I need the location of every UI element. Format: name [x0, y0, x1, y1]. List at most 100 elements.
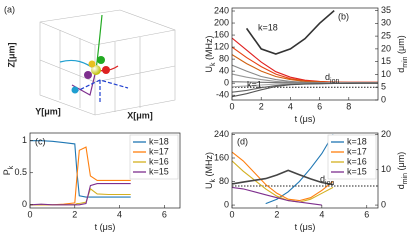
- x-tick-label: 6: [364, 209, 369, 219]
- panel-label: (b): [338, 11, 349, 21]
- y2-axis-label: dmin (μm): [396, 152, 409, 189]
- y-tick-label: 0: [224, 199, 229, 209]
- x-axis-label-part: t (μs): [295, 222, 316, 232]
- y2-tick-label: 30: [381, 18, 391, 28]
- panel-label: (a): [4, 4, 15, 14]
- reference-label: dion: [320, 174, 334, 187]
- x-axis-label-part: t (μs): [295, 114, 316, 124]
- y-axis-label-part: k: [210, 62, 217, 66]
- y-tick-label: -40: [216, 90, 229, 100]
- series-line: [232, 46, 378, 83]
- y2-axis-label-part: d: [396, 68, 406, 73]
- 3d-diagram: [39, 9, 176, 116]
- y-axis-label: Uk (MHz): [204, 36, 217, 73]
- y-axis-label-part: U: [204, 66, 214, 73]
- series-line: [30, 183, 131, 206]
- box-edge: [39, 21, 96, 46]
- series-line: [245, 9, 335, 55]
- ion: [88, 60, 96, 68]
- y2-tick-label: 5: [381, 82, 386, 92]
- plot-area: [232, 9, 378, 98]
- y-tick-label: 0: [22, 199, 27, 209]
- y-tick-label: 240: [214, 129, 229, 139]
- ion: [102, 66, 110, 74]
- series-line: [232, 169, 334, 186]
- x-tick-label: 0: [229, 209, 234, 219]
- plot-frame: [29, 132, 181, 209]
- y2-axis-label-part: (μm): [396, 35, 406, 56]
- plot-area: [30, 140, 131, 206]
- y-axis-label-part: (MHz): [204, 152, 214, 179]
- y-axis-label: Pk: [2, 165, 15, 175]
- legend-label: k=15: [149, 166, 169, 176]
- y-tick-label: 200: [214, 17, 229, 27]
- x-tick-label: 2: [259, 101, 264, 111]
- x-tick-label: 6: [162, 209, 167, 219]
- x-tick-label: 8: [346, 101, 351, 111]
- y2-axis-label-part: min: [402, 56, 409, 67]
- x-tick-label: 0: [229, 101, 234, 111]
- series-line: [232, 82, 378, 98]
- y-tick-label: 80: [219, 53, 229, 63]
- annotation: k=1: [247, 79, 262, 89]
- y-tick-label: 1: [22, 135, 27, 145]
- x-tick-label: 4: [117, 209, 122, 219]
- y-tick-label: 0.5: [14, 167, 27, 177]
- y2-axis-label-part: (μm): [396, 152, 406, 173]
- y2-tick-label: 0: [381, 199, 386, 209]
- ion: [97, 56, 105, 64]
- x-axis-label-part: t (μs): [95, 222, 116, 232]
- y-tick-label: 160: [214, 29, 229, 39]
- ion: [71, 86, 79, 94]
- x-tick-label: 4: [288, 101, 293, 111]
- x-tick-label: 2: [72, 209, 77, 219]
- plot-area: [232, 134, 378, 206]
- y2-tick-label: 0: [381, 94, 386, 104]
- annotation: k=18: [258, 22, 278, 32]
- reference-label-part: d: [320, 174, 325, 184]
- axis-label: Z[μm]: [6, 42, 16, 67]
- axis-label: X[μm]: [127, 110, 153, 120]
- legend-label: k=18: [347, 136, 367, 146]
- y-axis-label-part: (MHz): [204, 36, 214, 63]
- plot-frame: [231, 7, 379, 101]
- y-tick-label: 0: [224, 78, 229, 88]
- y-axis-label-part: P: [2, 169, 12, 175]
- y2-tick-label: 15: [381, 56, 391, 66]
- y2-tick-label: 10: [381, 69, 391, 79]
- reference-label-part: ion: [330, 78, 339, 85]
- x-tick-label: 6: [317, 101, 322, 111]
- reference-label: dion: [325, 72, 339, 85]
- y2-tick-label: 25: [381, 30, 391, 40]
- x-tick-label: 2: [274, 209, 279, 219]
- y-tick-label: 120: [214, 41, 229, 51]
- grid: [94, 65, 176, 83]
- y-tick-label: 40: [219, 66, 229, 76]
- legend-label: k=17: [149, 146, 169, 156]
- ion: [91, 65, 101, 75]
- box-outline: [39, 9, 176, 116]
- series-line: [232, 186, 322, 206]
- y2-tick-label: 35: [381, 5, 391, 15]
- reference-label-part: d: [325, 72, 330, 82]
- x-tick-label: 0: [27, 209, 32, 219]
- reference-label-part: ion: [325, 180, 334, 187]
- y2-axis-label-part: min: [402, 173, 409, 184]
- series-line: [232, 151, 334, 202]
- y2-tick-label: 20: [381, 129, 391, 139]
- trajectories: [59, 14, 129, 103]
- y-tick-label: 80: [219, 176, 229, 186]
- y2-tick-label: 20: [381, 43, 391, 53]
- y2-axis-label-part: d: [396, 184, 406, 189]
- panel-label: (d): [237, 136, 248, 146]
- y2-axis-label: dmin (μm): [396, 35, 409, 72]
- box-edge: [94, 29, 176, 46]
- axis-label: Y[μm]: [35, 106, 61, 116]
- x-axis-label: t (μs): [295, 114, 316, 124]
- legend-label: k=18: [149, 136, 169, 146]
- y2-tick-label: 10: [381, 164, 391, 174]
- x-tick-label: 4: [319, 209, 324, 219]
- y-axis-label: Uk (MHz): [204, 152, 217, 189]
- y-axis-label-part: U: [204, 183, 214, 190]
- series-line: [265, 134, 334, 205]
